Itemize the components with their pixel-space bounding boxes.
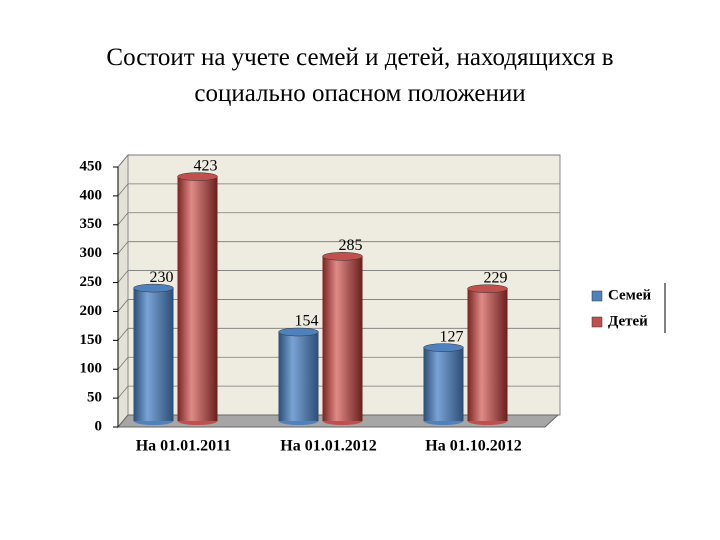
bar — [177, 176, 218, 421]
y-tick-label: 300 — [80, 245, 103, 261]
y-tick-label: 100 — [80, 361, 103, 377]
y-tick-label: 200 — [80, 303, 103, 319]
grid-line — [117, 270, 560, 283]
value-label: 127 — [440, 328, 464, 345]
bar-top — [278, 327, 319, 337]
bar-top — [133, 283, 174, 293]
bar — [322, 256, 363, 421]
value-label: 285 — [339, 237, 363, 254]
y-tick-label: 250 — [80, 274, 103, 290]
grid-line — [117, 356, 560, 370]
y-tick-label: 150 — [80, 332, 103, 348]
bar-top — [322, 252, 363, 261]
bar-top — [423, 343, 464, 352]
bar — [278, 332, 319, 421]
chart-title: Состоит на учете семей и детей, находящи… — [106, 44, 614, 107]
grid-line — [117, 327, 560, 341]
bar — [133, 288, 174, 421]
grid-line — [117, 241, 560, 254]
grid-line — [117, 385, 560, 399]
value-label: 229 — [484, 269, 508, 286]
grid-line — [117, 299, 560, 312]
legend-label: Семей — [608, 287, 652, 303]
legend-label: Детей — [608, 313, 648, 329]
grid-line — [117, 183, 560, 197]
y-tick-label: 450 — [80, 158, 103, 174]
grid-line — [117, 212, 560, 226]
value-label: 154 — [295, 313, 319, 330]
legend-swatch — [591, 316, 603, 328]
y-tick-label: 50 — [87, 390, 102, 406]
side-wall — [117, 153, 129, 429]
legend-swatch — [591, 290, 603, 302]
x-tick-label: На 01.01.2011 — [136, 438, 232, 455]
y-tick-label: 0 — [95, 418, 103, 434]
bar — [423, 347, 464, 421]
grid-line — [117, 154, 560, 168]
x-tick-label: На 01.01.2012 — [280, 438, 376, 455]
y-tick-label: 400 — [80, 187, 103, 203]
bar — [467, 288, 508, 421]
value-label: 230 — [150, 269, 174, 286]
bar-top — [177, 172, 218, 181]
value-label: 423 — [194, 157, 218, 174]
y-tick-label: 350 — [80, 216, 103, 232]
x-tick-label: На 01.10.2012 — [425, 438, 521, 455]
bar-top — [467, 284, 508, 293]
